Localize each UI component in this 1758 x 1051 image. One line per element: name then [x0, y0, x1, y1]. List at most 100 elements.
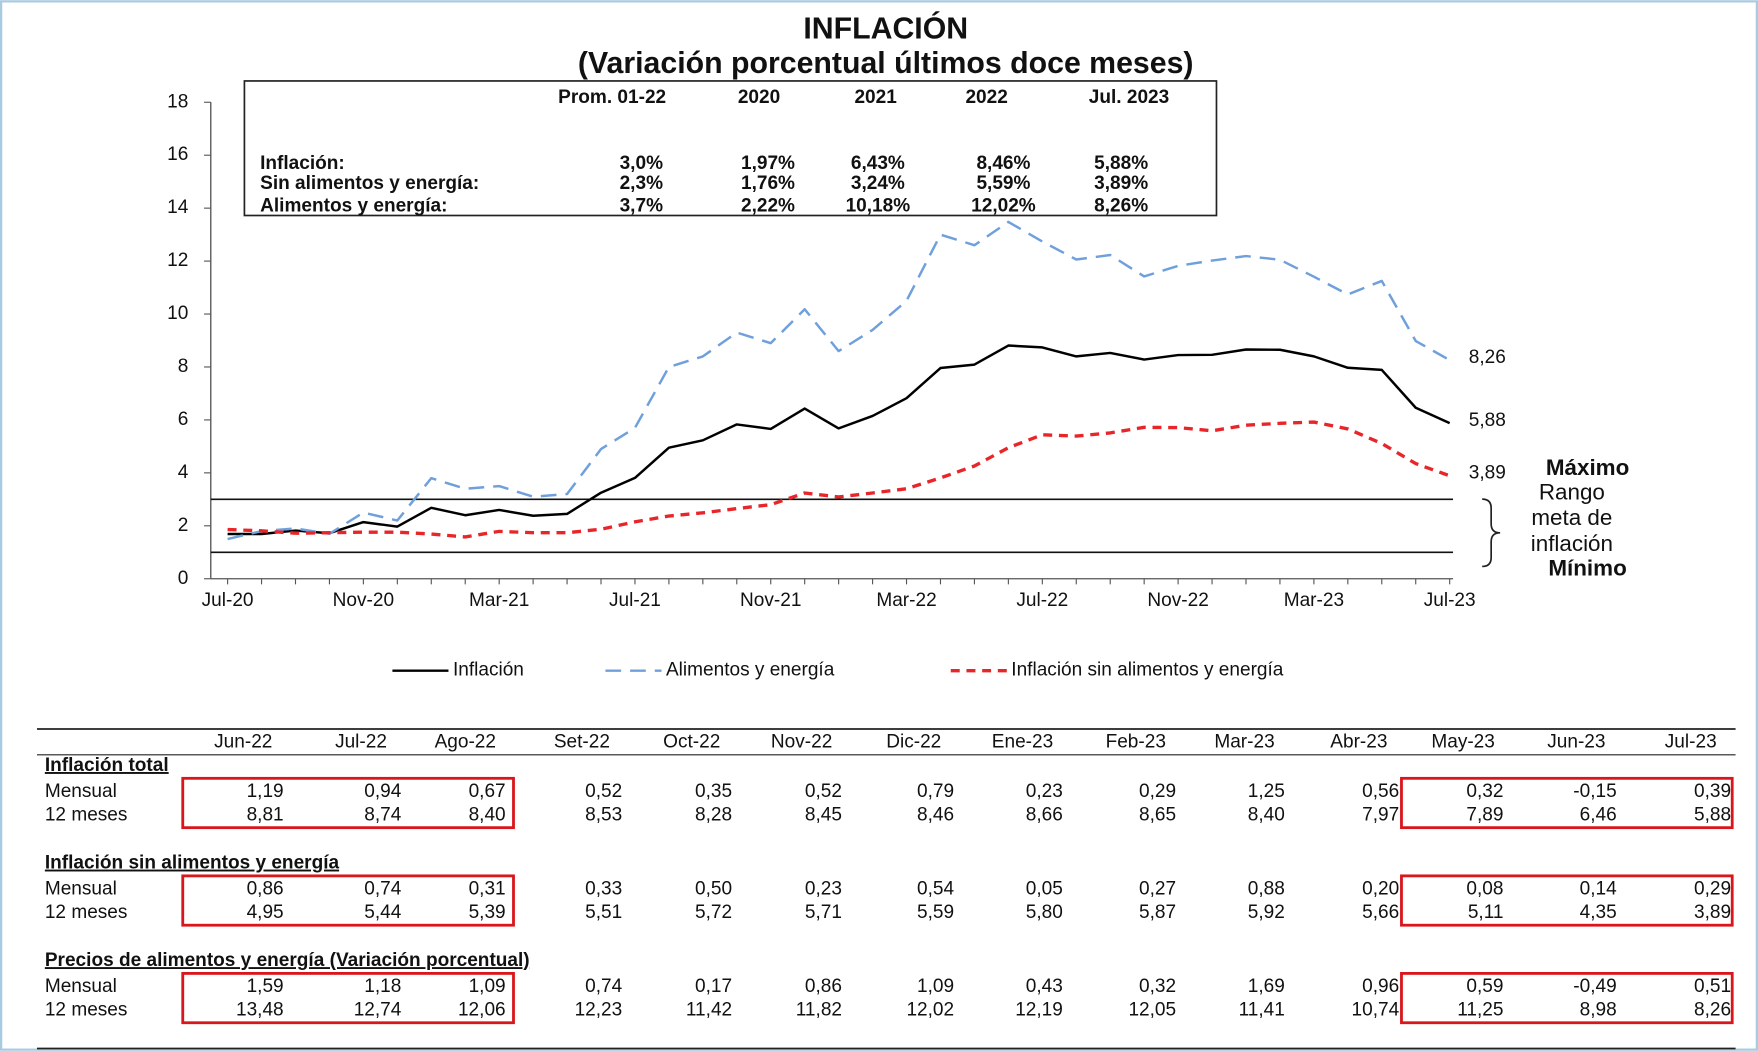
table-header: Feb-23: [1106, 731, 1166, 752]
summary-cell: 5,88%: [1094, 153, 1148, 174]
summary-header: 2020: [738, 87, 780, 108]
table-cell: 1,25: [1248, 781, 1285, 802]
table-cell: 0,17: [695, 976, 732, 997]
legend-label: Inflación sin alimentos y energía: [1011, 660, 1284, 681]
table-cell: 0,52: [805, 781, 842, 802]
table-cell: 8,65: [1139, 804, 1176, 825]
summary-cell: 10,18%: [846, 196, 911, 217]
table-header: Jun-22: [214, 731, 272, 752]
x-tick-label: Mar-23: [1284, 590, 1344, 611]
row-label: Mensual: [45, 878, 117, 899]
table-cell: 5,71: [805, 902, 842, 923]
y-tick-label: 14: [167, 197, 189, 218]
x-tick-label: Mar-22: [876, 590, 936, 611]
y-tick-label: 12: [167, 250, 188, 271]
table-cell: 3,89: [1694, 902, 1731, 923]
range-brace: [1482, 498, 1501, 568]
table-cell: 0,29: [1139, 781, 1176, 802]
table-cell: 7,97: [1362, 804, 1399, 825]
highlight: [181, 776, 515, 830]
table-header: Nov-22: [771, 731, 832, 752]
series-line: [227, 220, 1451, 541]
table-header: Set-22: [554, 731, 610, 752]
summary-cell: 1,76%: [741, 173, 795, 194]
row-label: Mensual: [45, 781, 117, 802]
y-tick-label: 18: [167, 91, 188, 112]
summary-cell: 3,7%: [620, 196, 663, 217]
table-header: Oct-22: [663, 731, 720, 752]
highlight-boxes: [181, 776, 1734, 1025]
table-cell: 0,50: [695, 878, 732, 899]
table-cell: 1,69: [1248, 976, 1285, 997]
table-cell: 7,89: [1466, 804, 1503, 825]
table-header: Jun-23: [1547, 731, 1605, 752]
table-cell: 0,29: [1694, 878, 1731, 899]
reference-label: Mínimo: [1548, 556, 1626, 581]
table-cell: 8,26: [1694, 999, 1731, 1020]
x-tick-label: Nov-20: [333, 590, 394, 611]
table-cell: 5,80: [1026, 902, 1063, 923]
table-cell: 0,05: [1026, 878, 1063, 899]
highlight: [1400, 972, 1734, 1025]
table-cell: 0,33: [585, 878, 622, 899]
table-cell: 8,46: [917, 804, 954, 825]
y-tick-label: 0: [178, 568, 189, 589]
table-cell: 8,66: [1026, 804, 1063, 825]
reference-label: Máximo: [1546, 455, 1629, 480]
table-cell: 12,06: [458, 999, 506, 1020]
table-cell: 8,28: [695, 804, 732, 825]
table-cell: -0,15: [1573, 781, 1616, 802]
table-cell: 0,23: [1026, 781, 1063, 802]
y-tick-label: 4: [178, 462, 189, 483]
section-title: Inflación sin alimentos y energía: [45, 853, 340, 874]
summary-cell: 1,97%: [741, 153, 795, 174]
table-cell: 12,19: [1015, 999, 1063, 1020]
table-cell: 0,52: [585, 781, 622, 802]
table-cell: 0,51: [1694, 976, 1731, 997]
summary-cell: 2,3%: [620, 173, 663, 194]
summary-cell: 12,02%: [971, 196, 1036, 217]
table-cell: 0,88: [1248, 878, 1285, 899]
table-cell: 0,43: [1026, 976, 1063, 997]
x-tick-label: Nov-22: [1147, 590, 1208, 611]
x-tick-label: Jul-22: [1016, 590, 1068, 611]
chart-title: INFLACIÓN: [803, 12, 968, 46]
y-tick-label: 16: [167, 144, 188, 165]
table-cell: 11,82: [796, 999, 842, 1020]
summary-header: Jul. 2023: [1089, 87, 1169, 108]
table-cell: 5,88: [1694, 804, 1731, 825]
x-tick-label: Jul-21: [609, 590, 661, 611]
table-cell: 0,31: [469, 878, 506, 899]
y-tick-label: 2: [178, 515, 189, 536]
summary-row-label: Sin alimentos y energía:: [260, 173, 479, 194]
table-cell: 1,59: [247, 976, 284, 997]
table-cell: 0,79: [917, 781, 954, 802]
summary-header: 2022: [965, 87, 1007, 108]
chart-subtitle: (Variación porcentual últimos doce meses…: [578, 47, 1194, 80]
table-cell: 5,39: [469, 902, 506, 923]
value-label: 5,88: [1469, 410, 1506, 431]
series-line: [227, 344, 1451, 536]
summary-header: 2021: [854, 87, 897, 108]
table-cell: 8,81: [247, 804, 284, 825]
table-cell: 0,54: [917, 878, 954, 899]
table-cell: 0,32: [1139, 976, 1176, 997]
table-cell: 8,45: [805, 804, 842, 825]
table-cell: -0,49: [1573, 976, 1616, 997]
table-cell: 0,27: [1139, 878, 1176, 899]
table-header: Ene-23: [992, 731, 1053, 752]
table-header: May-23: [1431, 731, 1495, 752]
highlight: [1400, 776, 1734, 830]
summary-box: [243, 80, 1218, 217]
table-cell: 0,39: [1694, 781, 1731, 802]
table-cell: 5,59: [917, 902, 954, 923]
table-cell: 8,74: [364, 804, 401, 825]
table-cell: 0,74: [364, 878, 401, 899]
table-cell: 8,40: [1248, 804, 1285, 825]
table-cell: 0,14: [1580, 878, 1617, 899]
table-cell: 8,98: [1580, 999, 1617, 1020]
table-header: Mar-23: [1214, 731, 1274, 752]
row-label: 12 meses: [45, 902, 128, 923]
row-label: 12 meses: [45, 999, 128, 1020]
